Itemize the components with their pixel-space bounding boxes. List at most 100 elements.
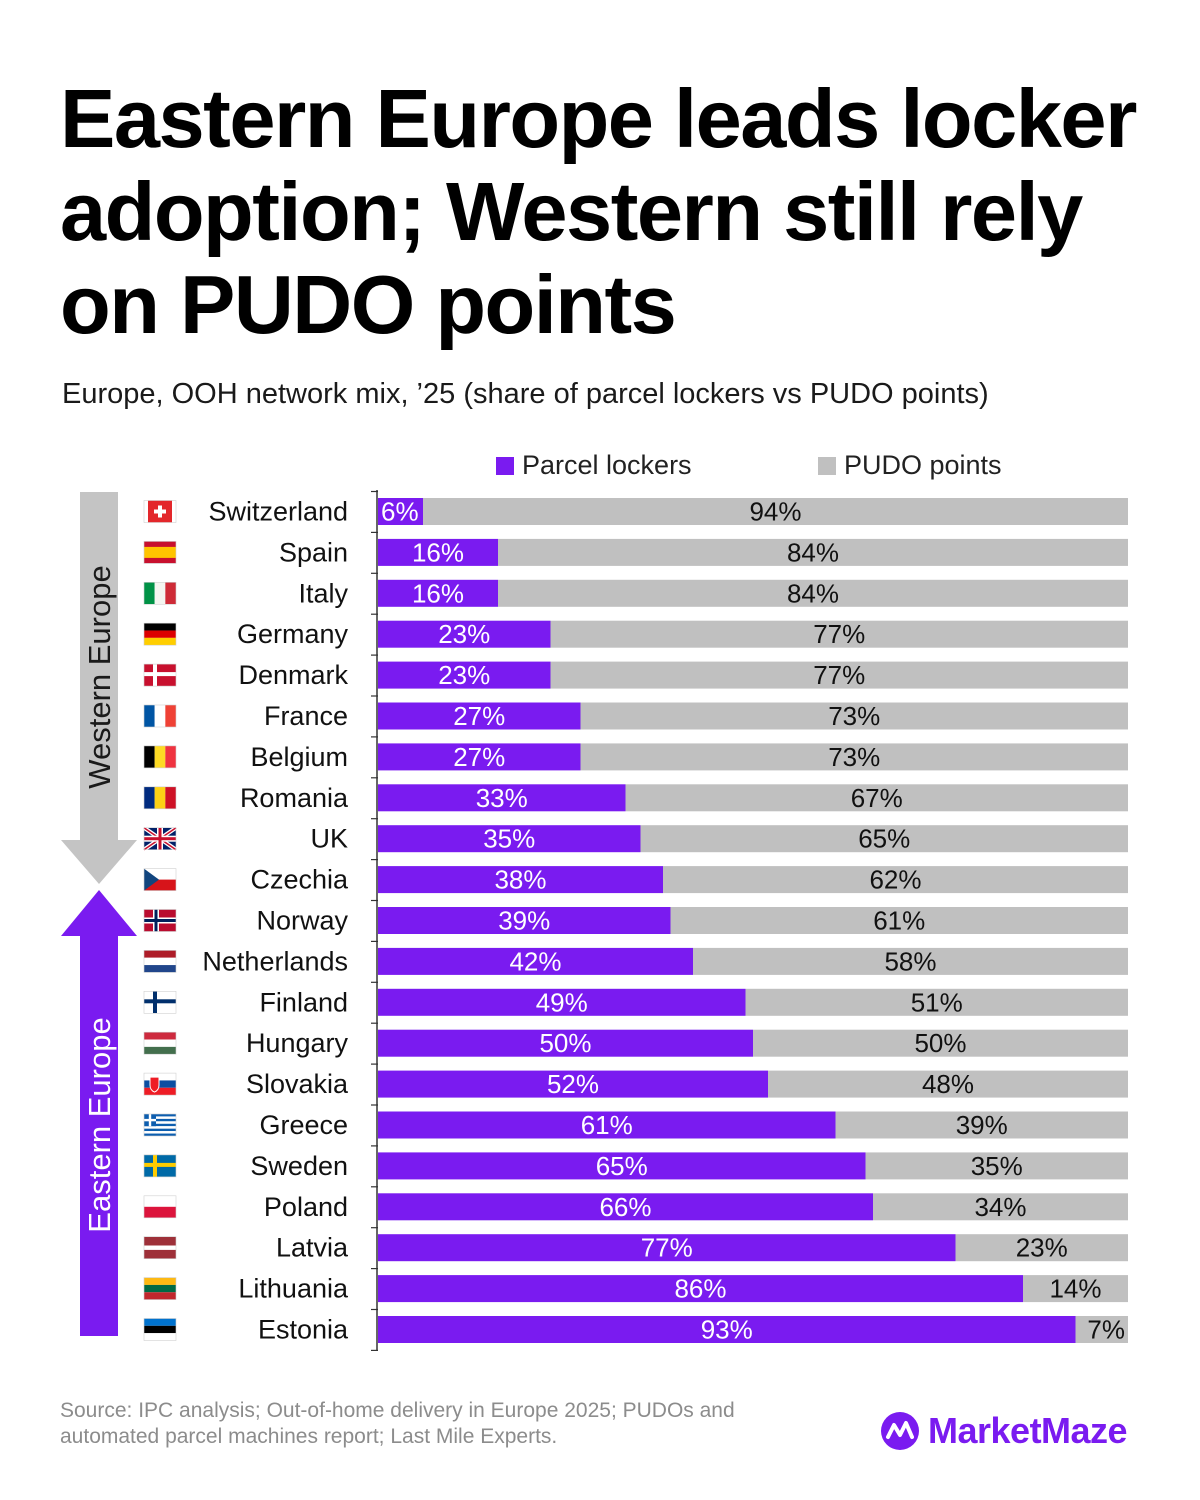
- flag-slovakia-icon-part: [144, 1080, 176, 1088]
- data-label-parcel-lockers: 16%: [412, 537, 464, 567]
- data-label-pudo-points: 7%: [1087, 1315, 1125, 1345]
- bar-pudo-points: [1023, 1275, 1128, 1303]
- bar-pudo-points: [768, 1070, 1128, 1098]
- bar-row: 16% 84% Italy: [143, 572, 1128, 608]
- data-label-pudo-points: 84%: [787, 578, 839, 608]
- flag-estonia-icon: [143, 1318, 177, 1341]
- flag-slovakia-icon-border: [143, 1072, 177, 1096]
- bar-row: 27% 73% France: [143, 695, 1128, 731]
- data-label-parcel-lockers: 52%: [547, 1069, 599, 1099]
- chart-subtitle: Europe, OOH network mix, ’25 (share of p…: [62, 378, 989, 410]
- flag-latvia-icon-border: [143, 1236, 177, 1259]
- flag-czechia-icon-part: [144, 868, 159, 891]
- data-label-parcel-lockers: 33%: [476, 783, 528, 813]
- flag-estonia-icon-part: [144, 1333, 176, 1341]
- bar-parcel-lockers: [378, 866, 663, 894]
- flag-hungary-icon-part: [144, 1046, 176, 1055]
- eastern-europe-label: Eastern Europe: [82, 1017, 117, 1232]
- flag-estonia-icon-border: [143, 1318, 177, 1341]
- flag-greece-icon-part: [144, 1121, 176, 1124]
- data-label-pudo-points: 23%: [1016, 1233, 1068, 1263]
- legend-item-pudo: PUDO points: [818, 450, 1002, 481]
- flag-greece-icon-part: [144, 1118, 176, 1122]
- bar-pudo-points: [753, 1029, 1128, 1057]
- flag-greece-icon-part: [144, 1126, 176, 1129]
- bar-parcel-lockers: [378, 1234, 956, 1262]
- flag-hungary-icon-part: [144, 1032, 176, 1040]
- legend-label-pudo: PUDO points: [844, 450, 1002, 480]
- bar-parcel-lockers: [378, 1316, 1076, 1343]
- data-label-parcel-lockers: 35%: [483, 824, 535, 854]
- flag-lithuania-icon-part: [144, 1284, 176, 1293]
- flag-estonia-icon-part: [144, 1318, 176, 1326]
- flag-belgium-icon-part: [154, 745, 166, 768]
- flag-latvia-icon: [143, 1236, 177, 1259]
- data-label-pudo-points: 73%: [828, 701, 880, 731]
- data-label-pudo-points: 48%: [922, 1069, 974, 1099]
- bar-pudo-points: [580, 702, 1128, 730]
- flag-poland-icon-part: [144, 1195, 176, 1207]
- flag-sweden-icon-border: [143, 1154, 177, 1178]
- data-label-parcel-lockers: 50%: [539, 1028, 591, 1058]
- flag-slovakia-icon-part: [144, 1087, 176, 1096]
- bar-row: 86% 14% Lithuania: [143, 1267, 1128, 1304]
- flag-poland-icon-border: [143, 1195, 177, 1219]
- bar-pudo-points: [745, 988, 1128, 1016]
- chart-legend: Parcel lockers PUDO points: [0, 450, 1200, 482]
- flag-france-icon-part: [154, 705, 166, 727]
- bar-row: 93% 7% Estonia: [143, 1308, 1128, 1345]
- bar-parcel-lockers: [378, 825, 641, 853]
- flag-switzerland-icon-part: [154, 509, 166, 514]
- flag-norway-icon-border: [143, 909, 177, 932]
- bar-parcel-lockers: [378, 579, 498, 607]
- flag-romania-icon-border: [143, 786, 177, 810]
- bar-row: 39% 61% Norway: [143, 899, 1128, 936]
- category-label: Switzerland: [208, 497, 348, 527]
- category-label: Spain: [279, 537, 348, 567]
- flag-italy-icon-border: [143, 581, 177, 605]
- bar-row: 35% 65% UK: [142, 818, 1128, 854]
- flag-germany-icon-part: [144, 637, 176, 646]
- bar-pudo-points: [498, 538, 1128, 566]
- flag-lithuania-icon-border: [143, 1277, 177, 1300]
- western-europe-label: Western Europe: [82, 565, 117, 788]
- data-label-parcel-lockers: 39%: [498, 906, 550, 936]
- bar-pudo-points: [663, 866, 1128, 894]
- data-label-pudo-points: 67%: [851, 783, 903, 813]
- category-label: Netherlands: [202, 946, 348, 976]
- bar-pudo-points: [550, 620, 1128, 648]
- bar-pudo-points: [873, 1193, 1128, 1221]
- bar-parcel-lockers: [378, 620, 551, 648]
- bar-pudo-points: [670, 907, 1128, 934]
- flag-belgium-icon-border: [143, 745, 177, 769]
- flag-poland-icon-part: [144, 1206, 176, 1218]
- flag-italy-icon: [143, 581, 177, 605]
- flag-france-icon: [143, 704, 177, 728]
- data-label-pudo-points: 51%: [911, 987, 963, 1017]
- bar-row: 16% 84% Spain: [143, 531, 1128, 567]
- eastern-europe-arrow: [61, 890, 137, 1336]
- bar-parcel-lockers: [378, 538, 498, 566]
- bar-parcel-lockers: [378, 1152, 866, 1180]
- stacked-bar-chart: Western Europe Eastern Europe 6% 94% Switz…: [61, 490, 1128, 1352]
- flag-denmark-icon-part: [144, 672, 176, 677]
- bar-parcel-lockers: [378, 988, 746, 1016]
- bar-parcel-lockers: [378, 1070, 768, 1098]
- bar-row: 77% 23% Latvia: [143, 1227, 1128, 1263]
- bar-pudo-points: [955, 1234, 1128, 1262]
- data-label-pudo-points: 94%: [749, 497, 801, 527]
- category-label: Norway: [256, 906, 348, 936]
- flag-greece-icon-part: [144, 1133, 176, 1136]
- flag-netherlands-icon-part: [144, 957, 176, 966]
- bar-row: 49% 51% Finland: [143, 981, 1128, 1017]
- flag-italy-icon-part: [144, 582, 155, 605]
- bar-row: 66% 34% Poland: [143, 1186, 1128, 1222]
- brand-name: MarketMaze: [928, 1410, 1128, 1451]
- flag-lithuania-icon-part: [144, 1292, 176, 1300]
- source-note: Source: IPC analysis; Out-of-home delive…: [60, 1399, 735, 1448]
- bars-layer: 6% 94% Switzerland 16% 84% Spain 16% 84% Italy 23…: [142, 490, 1128, 1352]
- bar-parcel-lockers: [378, 947, 693, 975]
- category-label: Greece: [259, 1110, 348, 1140]
- flag-spain-icon-border: [143, 541, 177, 564]
- category-label: Hungary: [246, 1028, 349, 1058]
